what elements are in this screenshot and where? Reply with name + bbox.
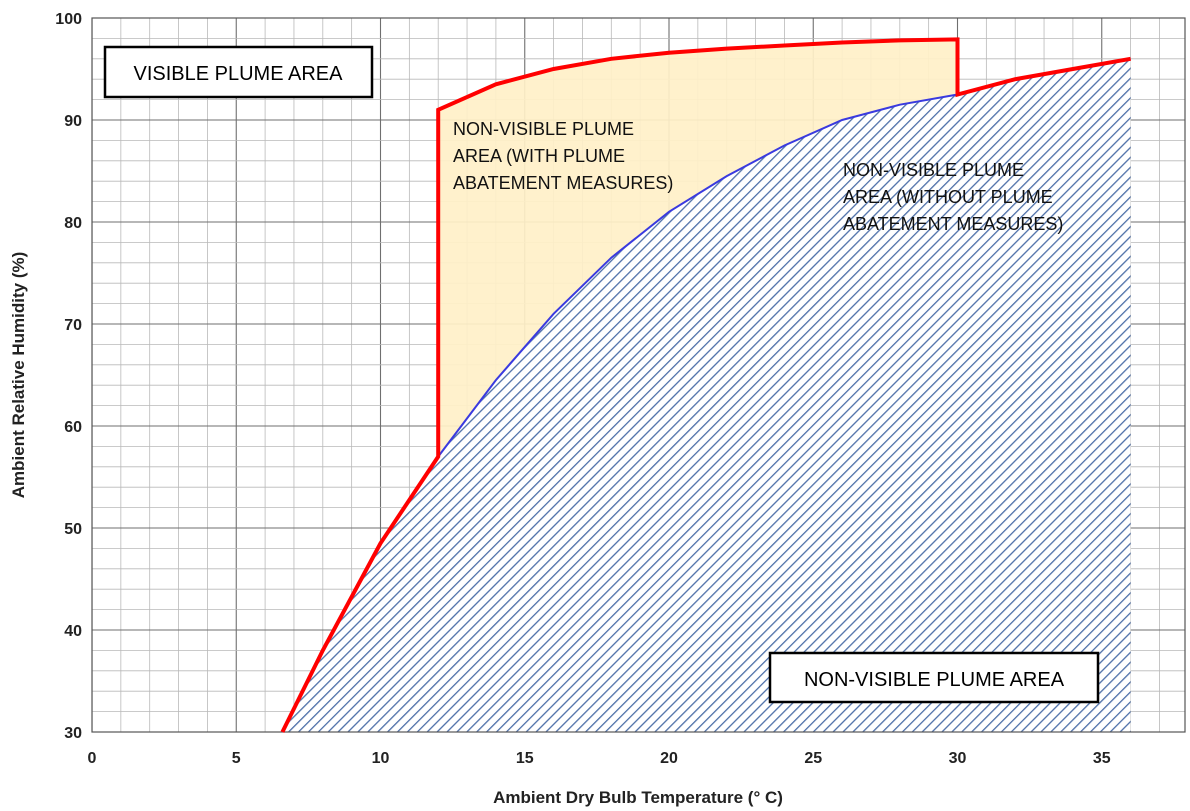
y-tick-label: 90 <box>64 113 82 130</box>
plot-frame <box>91 17 1186 733</box>
y-tick-label: 40 <box>64 623 82 640</box>
annotation-box <box>103 45 374 99</box>
annotation-text: NON-VISIBLE PLUME AREA <box>804 669 1065 691</box>
boundary-lines <box>280 37 1131 733</box>
annotation-text: VISIBLE PLUME AREA <box>134 63 344 85</box>
area-with-abatement <box>438 39 958 457</box>
x-tick-label: 15 <box>516 750 534 767</box>
y-axis-label: Ambient Relative Humidity (%) <box>9 252 28 499</box>
annotation-nonvisible: NON-VISIBLE PLUME AREA <box>768 651 1100 704</box>
y-tick-label: 70 <box>64 317 82 334</box>
annotation-with: NON-VISIBLE PLUME AREA (WITH PLUME ABATEME… <box>453 119 673 193</box>
plot-areas <box>282 39 1131 732</box>
x-tick-label: 30 <box>949 750 967 767</box>
y-tick-label: 100 <box>55 11 82 28</box>
annotation-text: ABATEMENT MEASURES) <box>453 173 673 193</box>
y-axis-ticks: 30 40 50 60 70 80 90 100 <box>55 11 82 742</box>
x-axis-ticks: 0 5 10 15 20 25 30 35 <box>88 750 1111 767</box>
y-tick-label: 30 <box>64 725 82 742</box>
annotation-text: AREA (WITHOUT PLUME <box>843 187 1053 207</box>
annotation-visible: VISIBLE PLUME AREA <box>103 45 374 99</box>
x-tick-label: 35 <box>1093 750 1111 767</box>
annotation-without: NON-VISIBLE PLUME AREA (WITHOUT PLUME ABAT… <box>843 160 1063 234</box>
area-without-abatement <box>282 58 1131 732</box>
y-tick-label: 80 <box>64 215 82 232</box>
x-axis-label: Ambient Dry Bulb Temperature (° C) <box>493 788 783 807</box>
annotation-text: NON-VISIBLE PLUME <box>843 160 1024 180</box>
x-tick-label: 25 <box>804 750 822 767</box>
series-line-with-abatement <box>280 37 1131 733</box>
y-tick-label: 50 <box>64 521 82 538</box>
annotation-text: NON-VISIBLE PLUME <box>453 119 634 139</box>
annotation-text: AREA (WITH PLUME <box>453 146 625 166</box>
x-tick-label: 10 <box>372 750 390 767</box>
annotation-text: ABATEMENT MEASURES) <box>843 214 1063 234</box>
annotation-box <box>768 651 1100 704</box>
x-tick-label: 20 <box>660 750 678 767</box>
annotations: VISIBLE PLUME AREA NON-VISIBLE PLUME AREA … <box>103 45 1100 704</box>
y-tick-label: 60 <box>64 419 82 436</box>
x-tick-label: 5 <box>232 750 241 767</box>
x-tick-label: 0 <box>88 750 97 767</box>
